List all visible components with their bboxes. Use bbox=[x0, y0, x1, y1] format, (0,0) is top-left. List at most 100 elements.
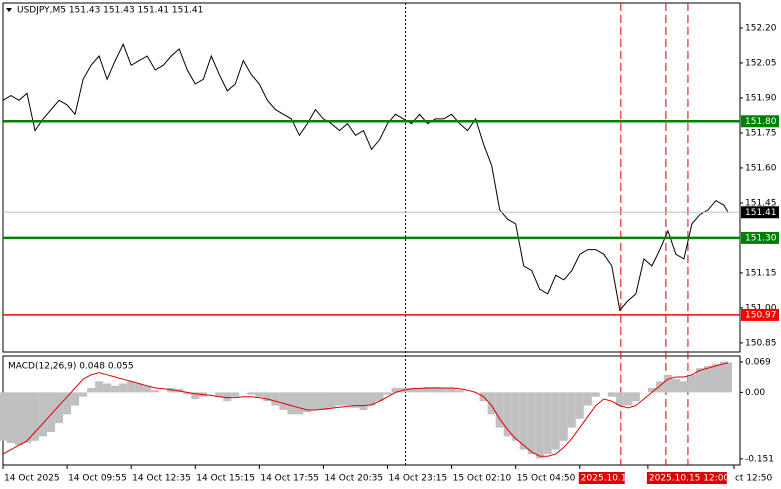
histogram-bar bbox=[495, 392, 504, 428]
histogram-bar bbox=[271, 392, 280, 406]
histogram-bar bbox=[183, 392, 192, 395]
x-tick-label: 15 Oct 04:50 bbox=[517, 474, 576, 484]
histogram-bar bbox=[335, 392, 344, 406]
histogram-bar bbox=[7, 392, 16, 443]
histogram-bar bbox=[519, 392, 528, 450]
level-label-box bbox=[741, 206, 779, 219]
histogram-bar bbox=[383, 392, 392, 395]
histogram-bar bbox=[415, 387, 424, 393]
histogram-bar bbox=[679, 381, 688, 393]
histogram-bar bbox=[623, 392, 632, 406]
histogram-bar bbox=[407, 387, 416, 393]
histogram-bar bbox=[319, 392, 328, 410]
histogram-bar bbox=[535, 392, 544, 459]
histogram-bar bbox=[687, 374, 696, 393]
x-label-highlight bbox=[646, 472, 727, 484]
price-title: USDJPY,M5 151.43 151.43 151.41 151.41 bbox=[17, 6, 203, 16]
level-label: 151.80 bbox=[745, 117, 777, 127]
histogram-bar bbox=[431, 387, 440, 393]
histogram-bar bbox=[31, 392, 40, 441]
y-tick-label: 151.60 bbox=[745, 163, 777, 173]
histogram-bar bbox=[303, 392, 312, 413]
y-tick-label: 152.20 bbox=[745, 23, 777, 33]
histogram-bar bbox=[575, 392, 584, 419]
histogram-bar bbox=[95, 381, 104, 393]
level-label: 151.41 bbox=[745, 208, 777, 218]
x-label-highlight bbox=[578, 472, 625, 484]
histogram-bar bbox=[263, 392, 272, 402]
histogram-bar bbox=[103, 383, 112, 393]
histogram-bar bbox=[647, 387, 656, 393]
x-tick-label: 15 Oct 02:10 bbox=[453, 474, 512, 484]
histogram-bar bbox=[655, 381, 664, 393]
histogram-bar bbox=[87, 387, 96, 393]
histogram-bar bbox=[247, 392, 256, 395]
histogram-bar bbox=[359, 392, 368, 410]
histogram-bar bbox=[55, 392, 64, 424]
y-tick-label: 150.85 bbox=[745, 338, 777, 348]
histogram-bar bbox=[151, 390, 160, 393]
histogram-bar bbox=[223, 392, 232, 402]
histogram-bar bbox=[279, 392, 288, 410]
histogram-bar bbox=[607, 392, 616, 397]
histogram-bar bbox=[391, 387, 400, 393]
histogram-bar bbox=[351, 392, 360, 408]
histogram-bar bbox=[711, 363, 720, 393]
histogram-bar bbox=[591, 392, 600, 397]
histogram-bar bbox=[543, 392, 552, 454]
histogram-bar bbox=[23, 392, 32, 443]
histogram-bar bbox=[39, 392, 48, 437]
level-label: 151.30 bbox=[745, 233, 777, 243]
histogram-bar bbox=[15, 392, 24, 446]
menu-icon[interactable] bbox=[6, 8, 12, 12]
histogram-bar bbox=[287, 392, 296, 415]
y-tick-label: 151.15 bbox=[745, 268, 777, 278]
histogram-bar bbox=[71, 392, 80, 406]
x-tick-label: 2025.10.1 bbox=[581, 474, 627, 484]
level-label-box bbox=[741, 231, 779, 244]
histogram-bar bbox=[723, 362, 732, 393]
histogram-bar bbox=[615, 392, 624, 406]
histogram-bar bbox=[703, 365, 712, 393]
y-tick-label: -0.151 bbox=[745, 454, 774, 464]
x-tick-label: 14 Oct 23:15 bbox=[389, 474, 448, 484]
histogram-bar bbox=[551, 392, 560, 450]
histogram-bar bbox=[311, 392, 320, 410]
histogram-bar bbox=[111, 385, 120, 393]
histogram-bar bbox=[559, 392, 568, 441]
x-tick-label: 14 Oct 12:35 bbox=[132, 474, 191, 484]
x-tick-label: 14 Oct 2025 bbox=[4, 474, 60, 484]
histogram-bar bbox=[455, 390, 464, 393]
y-tick-label: 0.00 bbox=[745, 388, 765, 398]
histogram-bar bbox=[487, 392, 496, 415]
level-label-box bbox=[741, 115, 779, 128]
x-tick-label: 14 Oct 20:35 bbox=[324, 474, 383, 484]
histogram-bar bbox=[135, 383, 144, 393]
histogram-bar bbox=[295, 392, 304, 415]
y-tick-label: 151.00 bbox=[745, 303, 777, 313]
level-label-box bbox=[741, 308, 779, 321]
y-tick-label: 151.45 bbox=[745, 198, 777, 208]
y-tick-label: 0.069 bbox=[745, 357, 771, 367]
signal-line bbox=[2, 362, 729, 457]
histogram-bar bbox=[143, 385, 152, 393]
histogram-bar bbox=[367, 392, 376, 406]
x-tick-label: 14 Oct 15:15 bbox=[196, 474, 255, 484]
macd-title: MACD(12,26,9) 0.048 0.055 bbox=[8, 362, 134, 372]
histogram-bar bbox=[583, 392, 592, 406]
histogram-bar bbox=[719, 361, 728, 393]
histogram-bar bbox=[343, 392, 352, 406]
histogram-bar bbox=[0, 392, 7, 441]
histogram-bar bbox=[447, 387, 456, 393]
histogram-bar bbox=[671, 379, 680, 393]
histogram-bar bbox=[215, 392, 224, 397]
histogram-bar bbox=[47, 392, 56, 432]
y-tick-label: 152.05 bbox=[745, 58, 777, 68]
x-tick-label: 14 Oct 09:55 bbox=[68, 474, 127, 484]
histogram-bar bbox=[511, 392, 520, 441]
histogram-bar bbox=[255, 392, 264, 397]
histogram-bar bbox=[527, 392, 536, 454]
